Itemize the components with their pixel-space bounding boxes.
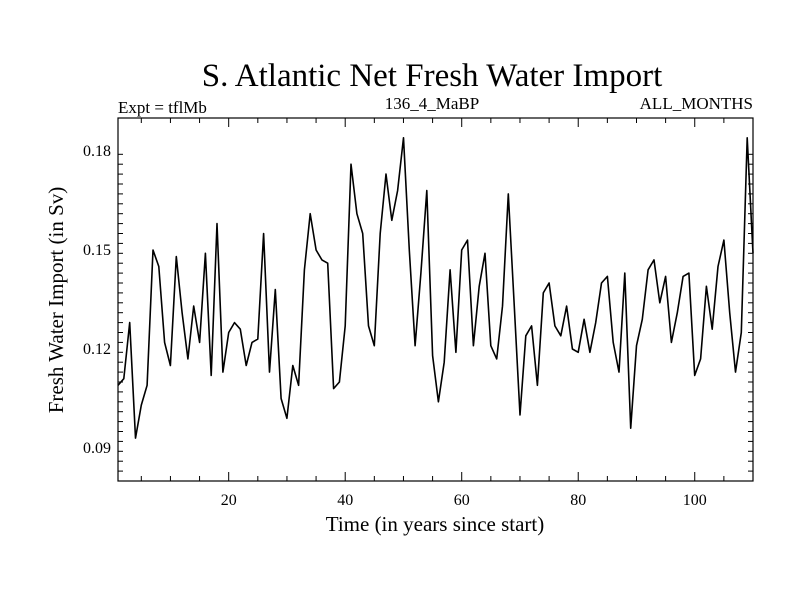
y-tick-label: 0.09 (83, 440, 111, 457)
months-label: ALL_MONTHS (640, 94, 753, 113)
x-tick-label: 40 (337, 492, 353, 509)
plot-frame (117, 117, 754, 482)
series-line (117, 137, 754, 439)
x-tick-label: 20 (221, 492, 237, 509)
y-tick-label: 0.15 (83, 242, 111, 259)
chart-title: S. Atlantic Net Fresh Water Import (202, 58, 663, 94)
run-label: 136_4_MaBP (385, 94, 479, 113)
y-tick-label: 0.12 (83, 341, 111, 358)
axis-ticks: 20 40 60 80 100 0.09 0.12 0.15 0.18 (83, 118, 754, 509)
x-tick-label: 60 (454, 492, 470, 509)
experiment-label: Expt = tflMb (118, 98, 207, 117)
series-group (117, 137, 754, 439)
x-tick-label: 100 (683, 492, 707, 509)
y-axis-label: Fresh Water Import (in Sv) (44, 187, 68, 414)
y-tick-label: 0.18 (83, 143, 111, 160)
x-tick-label: 80 (570, 492, 586, 509)
x-axis-label: Time (in years since start) (326, 512, 545, 536)
